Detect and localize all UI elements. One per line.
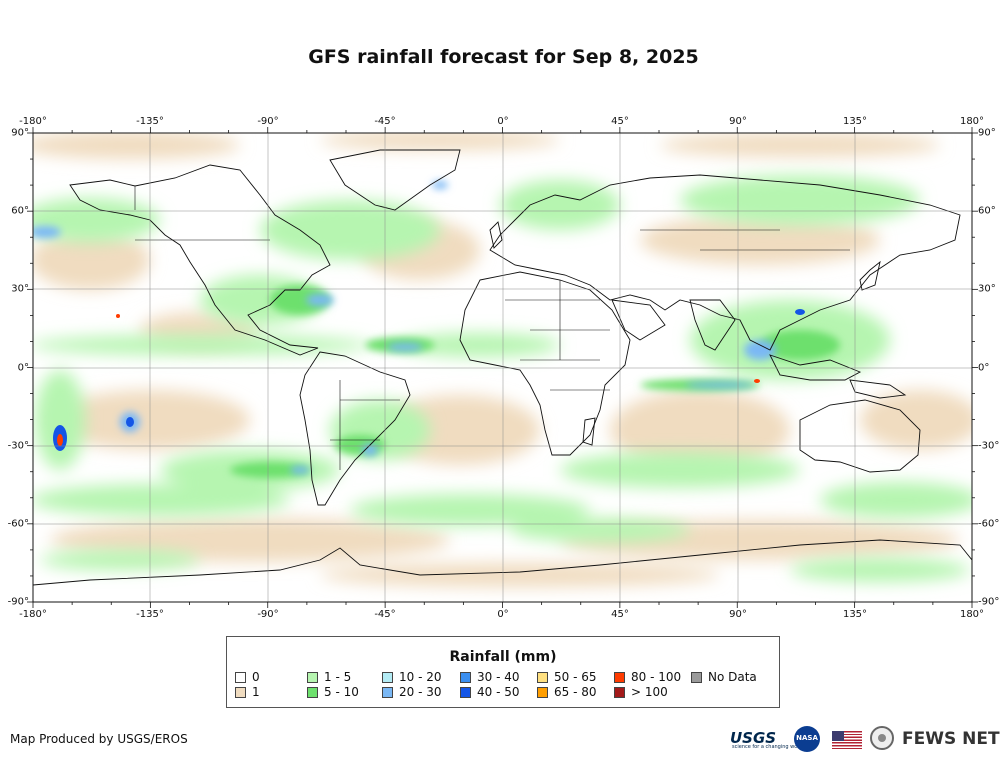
legend-swatch: [307, 672, 318, 683]
lon-tick-top: 180°: [959, 116, 985, 127]
nasa-logo-text: NASA: [796, 734, 818, 742]
legend-swatch: [691, 672, 702, 683]
lon-tick-bottom: -135°: [136, 609, 164, 620]
rainfall-field: [33, 133, 972, 602]
lat-tick-right: 60°: [978, 205, 996, 217]
legend-swatch: [460, 687, 471, 698]
lat-tick-right: -90°: [978, 596, 1000, 608]
lat-tick-left: 90°: [11, 127, 29, 139]
lon-tick-top: -90°: [257, 116, 279, 127]
lon-tick-top: -180°: [19, 116, 47, 127]
legend-label: No Data: [708, 670, 757, 684]
us-flag-icon: [832, 731, 862, 749]
lon-tick-bottom: 0°: [497, 609, 509, 620]
lon-tick-top: -135°: [136, 116, 164, 127]
legend-label: 5 - 10: [324, 685, 359, 699]
legend-swatch: [382, 672, 393, 683]
state-department-seal-icon: [870, 726, 894, 750]
rain-80-100mm-areas: [57, 314, 760, 446]
legend-swatch: [460, 672, 471, 683]
map-title: GFS rainfall forecast for Sep 8, 2025: [308, 46, 699, 68]
lat-tick-left: 60°: [11, 205, 29, 217]
lat-tick-left: -60°: [7, 518, 29, 530]
legend-swatch: [235, 672, 246, 683]
legend-label: 40 - 50: [477, 685, 520, 699]
legend-label: 20 - 30: [399, 685, 442, 699]
lat-tick-right: 0°: [978, 362, 990, 374]
lon-tick-bottom: -45°: [374, 609, 396, 620]
rainfall-map: [27, 127, 978, 608]
legend-swatch: [537, 687, 548, 698]
rain-20-30mm-areas: [33, 181, 776, 474]
lat-tick-right: 30°: [978, 283, 996, 295]
lon-tick-top: -45°: [374, 116, 396, 127]
fews-net-logo: FEWS NET: [902, 729, 1000, 749]
frame-ticks: [27, 127, 978, 608]
lon-tick-top: 45°: [611, 116, 629, 127]
usgs-tagline: science for a changing world: [732, 744, 804, 750]
lon-tick-bottom: -180°: [19, 609, 47, 620]
legend-label: 80 - 100: [631, 670, 682, 684]
legend-label: 10 - 20: [399, 670, 442, 684]
map-credit: Map Produced by USGS/EROS: [10, 732, 188, 746]
lon-tick-bottom: -90°: [257, 609, 279, 620]
legend-label: 50 - 65: [554, 670, 597, 684]
lon-tick-top: 0°: [497, 116, 509, 127]
legend-swatch: [537, 672, 548, 683]
lon-tick-bottom: 180°: [959, 609, 985, 620]
partner-logos: USGS science for a changing world NASA F…: [730, 726, 1000, 752]
lat-tick-right: -30°: [978, 440, 1000, 452]
lon-tick-bottom: 90°: [729, 609, 747, 620]
lon-tick-top: 135°: [842, 116, 868, 127]
lon-tick-bottom: 135°: [842, 609, 868, 620]
legend-swatch: [614, 672, 625, 683]
legend-swatch: [614, 687, 625, 698]
country-borders: [134, 186, 850, 470]
legend-label: 1 - 5: [324, 670, 352, 684]
lat-tick-right: 90°: [978, 127, 996, 139]
nasa-logo-icon: NASA: [794, 726, 820, 752]
lon-tick-bottom: 45°: [611, 609, 629, 620]
legend-swatch: [307, 687, 318, 698]
lon-tick-top: 90°: [729, 116, 747, 127]
lat-tick-left: -30°: [7, 440, 29, 452]
legend-label: > 100: [631, 685, 668, 699]
legend-label: 1: [252, 685, 260, 699]
legend-label: 30 - 40: [477, 670, 520, 684]
usgs-logo: USGS: [730, 729, 777, 747]
legend-label: 0: [252, 670, 260, 684]
legend-swatch: [382, 687, 393, 698]
lat-tick-left: 0°: [17, 362, 29, 374]
legend-label: 65 - 80: [554, 685, 597, 699]
graticule: [33, 133, 972, 602]
lat-tick-right: -60°: [978, 518, 1000, 530]
lat-tick-left: 30°: [11, 283, 29, 295]
legend-swatch: [235, 687, 246, 698]
coastlines: [33, 149, 972, 602]
lat-tick-left: -90°: [7, 596, 29, 608]
legend-title: Rainfall (mm): [449, 649, 557, 665]
